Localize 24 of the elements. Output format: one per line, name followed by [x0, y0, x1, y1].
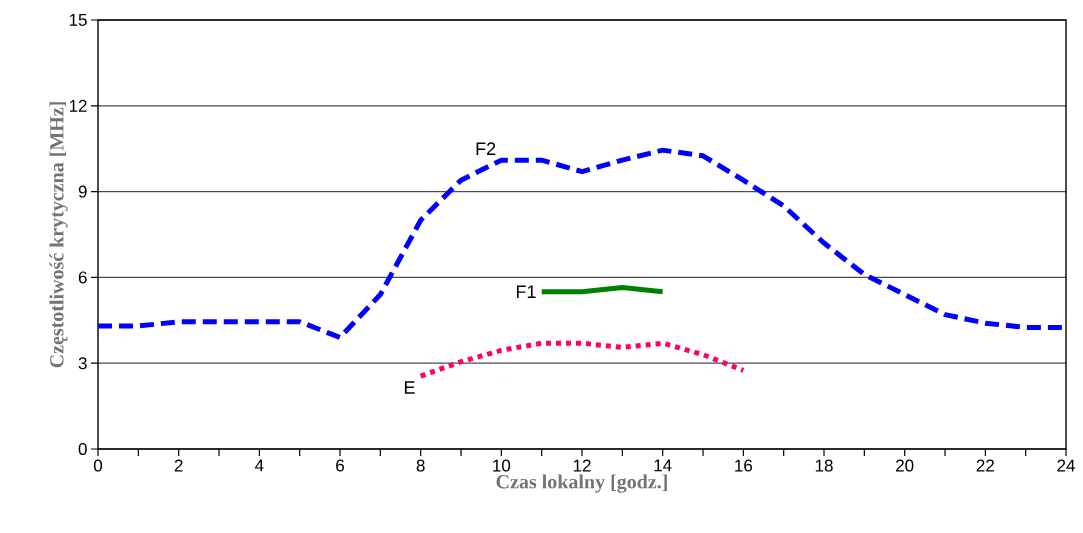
x-tick-label: 2	[174, 459, 183, 472]
x-tick-label: 16	[735, 459, 753, 472]
x-tick-label: 6	[336, 459, 344, 472]
x-tick-label: 14	[654, 459, 672, 472]
x-tick-label: 10	[493, 459, 511, 472]
series-label: F2	[476, 142, 496, 155]
x-tick-label: 18	[815, 459, 833, 472]
y-tick-label: 3	[78, 357, 87, 370]
x-tick-label: 4	[255, 459, 264, 472]
y-tick-label: 9	[78, 185, 87, 198]
series-label: E	[404, 381, 415, 394]
x-tick-label: 12	[573, 459, 591, 472]
series-label: F1	[516, 285, 536, 298]
x-tick-label: 20	[896, 459, 914, 472]
x-tick-label: 24	[1057, 459, 1075, 472]
x-tick-label: 8	[416, 459, 425, 472]
y-tick-label: 6	[78, 271, 87, 284]
x-tick-label: 0	[93, 459, 103, 472]
x-axis-title: Czas lokalny [godz.]	[496, 474, 667, 493]
y-axis-title: Częstotliwość krytyczna [MHz]	[49, 102, 68, 368]
y-tick-label: 15	[69, 14, 87, 26]
x-tick-label: 22	[976, 459, 994, 472]
y-tick-label: 0	[78, 442, 87, 456]
y-tick-label: 12	[69, 99, 87, 112]
